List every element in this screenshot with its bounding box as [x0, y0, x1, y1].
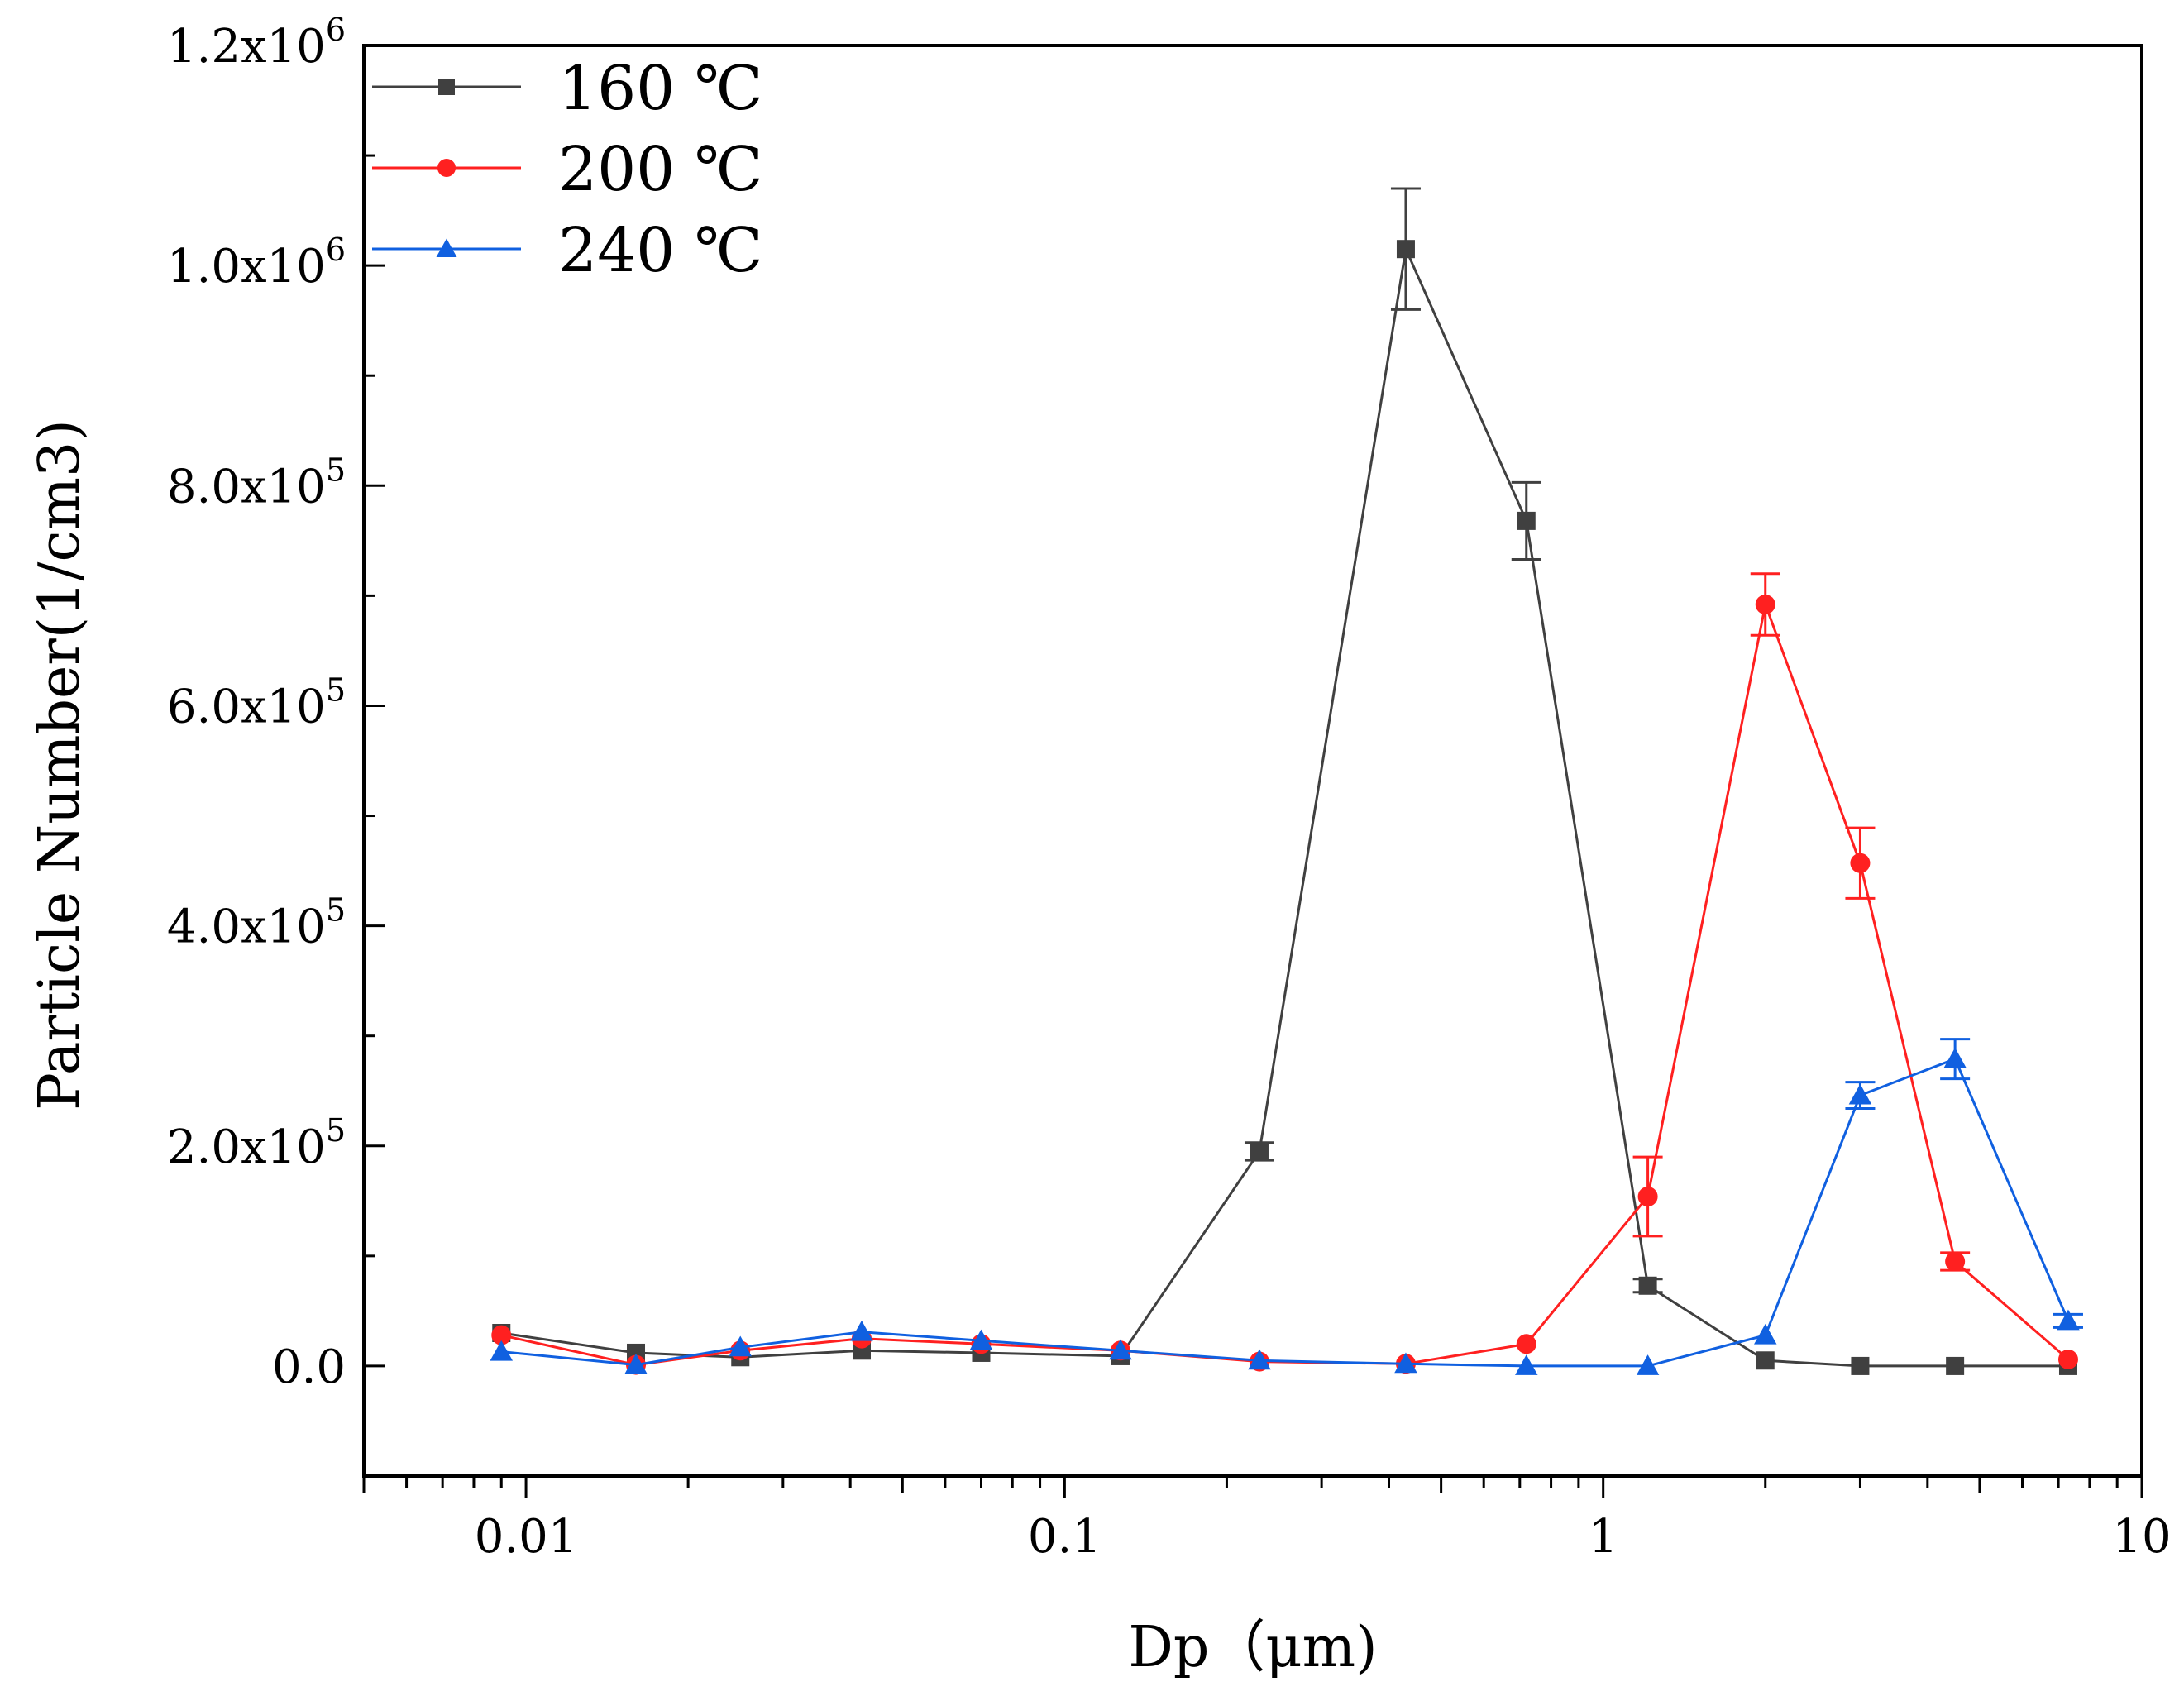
data-point: [1946, 1356, 1965, 1375]
data-point: [1396, 240, 1415, 259]
y-tick-label: 6.0x105: [167, 671, 346, 733]
series-group: [490, 1038, 2083, 1375]
series-group: [491, 572, 2078, 1375]
data-point: [1945, 1251, 1966, 1272]
series-line: [500, 600, 2069, 1367]
legend-label: 160 ℃: [558, 53, 763, 124]
data-point: [1394, 1352, 1417, 1374]
y-tick-label: 4.0x105: [167, 892, 346, 954]
data-point: [2057, 1349, 2078, 1369]
data-point: [1754, 1323, 1777, 1345]
x-tick-label: 1: [1589, 1510, 1618, 1564]
legend-label: 200 ℃: [558, 134, 763, 205]
series-line: [501, 1057, 2070, 1368]
legend: 160 ℃ 200 ℃ 240 ℃: [372, 53, 763, 286]
plot-frame: [362, 44, 2143, 1478]
y-tick-label: 1.0x106: [167, 232, 346, 294]
data-point: [2057, 1309, 2080, 1331]
x-axis-title: Dp（μm): [1128, 1615, 1377, 1680]
y-tick-label: 0.0: [272, 1340, 346, 1394]
series-layer: [490, 187, 2083, 1375]
x-tick-label: 10: [2112, 1510, 2171, 1564]
data-point: [490, 1340, 514, 1361]
y-axis-title: Particle Number(1/cm3): [27, 419, 93, 1111]
data-point: [1848, 1083, 1872, 1105]
y-tick-label: 2.0x105: [167, 1112, 346, 1174]
data-point: [729, 1335, 752, 1357]
data-point: [1637, 1186, 1658, 1206]
data-point: [1517, 511, 1536, 530]
series-group: [492, 187, 2077, 1375]
x-tick-label: 0.01: [475, 1510, 578, 1564]
y-tick-label: 1.2x106: [167, 12, 346, 74]
series-line: [501, 244, 2068, 1368]
data-point: [624, 1353, 648, 1374]
data-point: [491, 1325, 512, 1345]
y-axis: 0.0 2.0x105 4.0x105 6.0x105 8.0x105 1.0x106 1.…: [167, 12, 385, 1478]
legend-label: 240 ℃: [558, 215, 763, 286]
data-point: [1250, 1142, 1269, 1161]
legend-marker: [437, 159, 456, 177]
data-point: [1109, 1339, 1132, 1360]
data-point: [1850, 853, 1871, 873]
legend-marker: [436, 238, 457, 257]
data-point: [1943, 1047, 1967, 1068]
data-point: [1851, 1356, 1870, 1375]
data-point: [969, 1329, 993, 1350]
data-point: [1515, 1354, 1538, 1375]
data-point: [1636, 1354, 1660, 1375]
data-point: [1756, 1351, 1775, 1370]
legend-marker: [438, 79, 455, 95]
x-tick-label: 0.1: [1028, 1510, 1102, 1564]
data-point: [1248, 1349, 1271, 1370]
y-tick-label: 8.0x105: [167, 451, 346, 514]
data-point: [1638, 1276, 1657, 1295]
data-point: [1516, 1334, 1536, 1354]
x-axis: 0.01 0.1 1 10: [362, 1476, 2172, 1564]
data-point: [850, 1320, 873, 1341]
data-point: [1755, 595, 1775, 615]
